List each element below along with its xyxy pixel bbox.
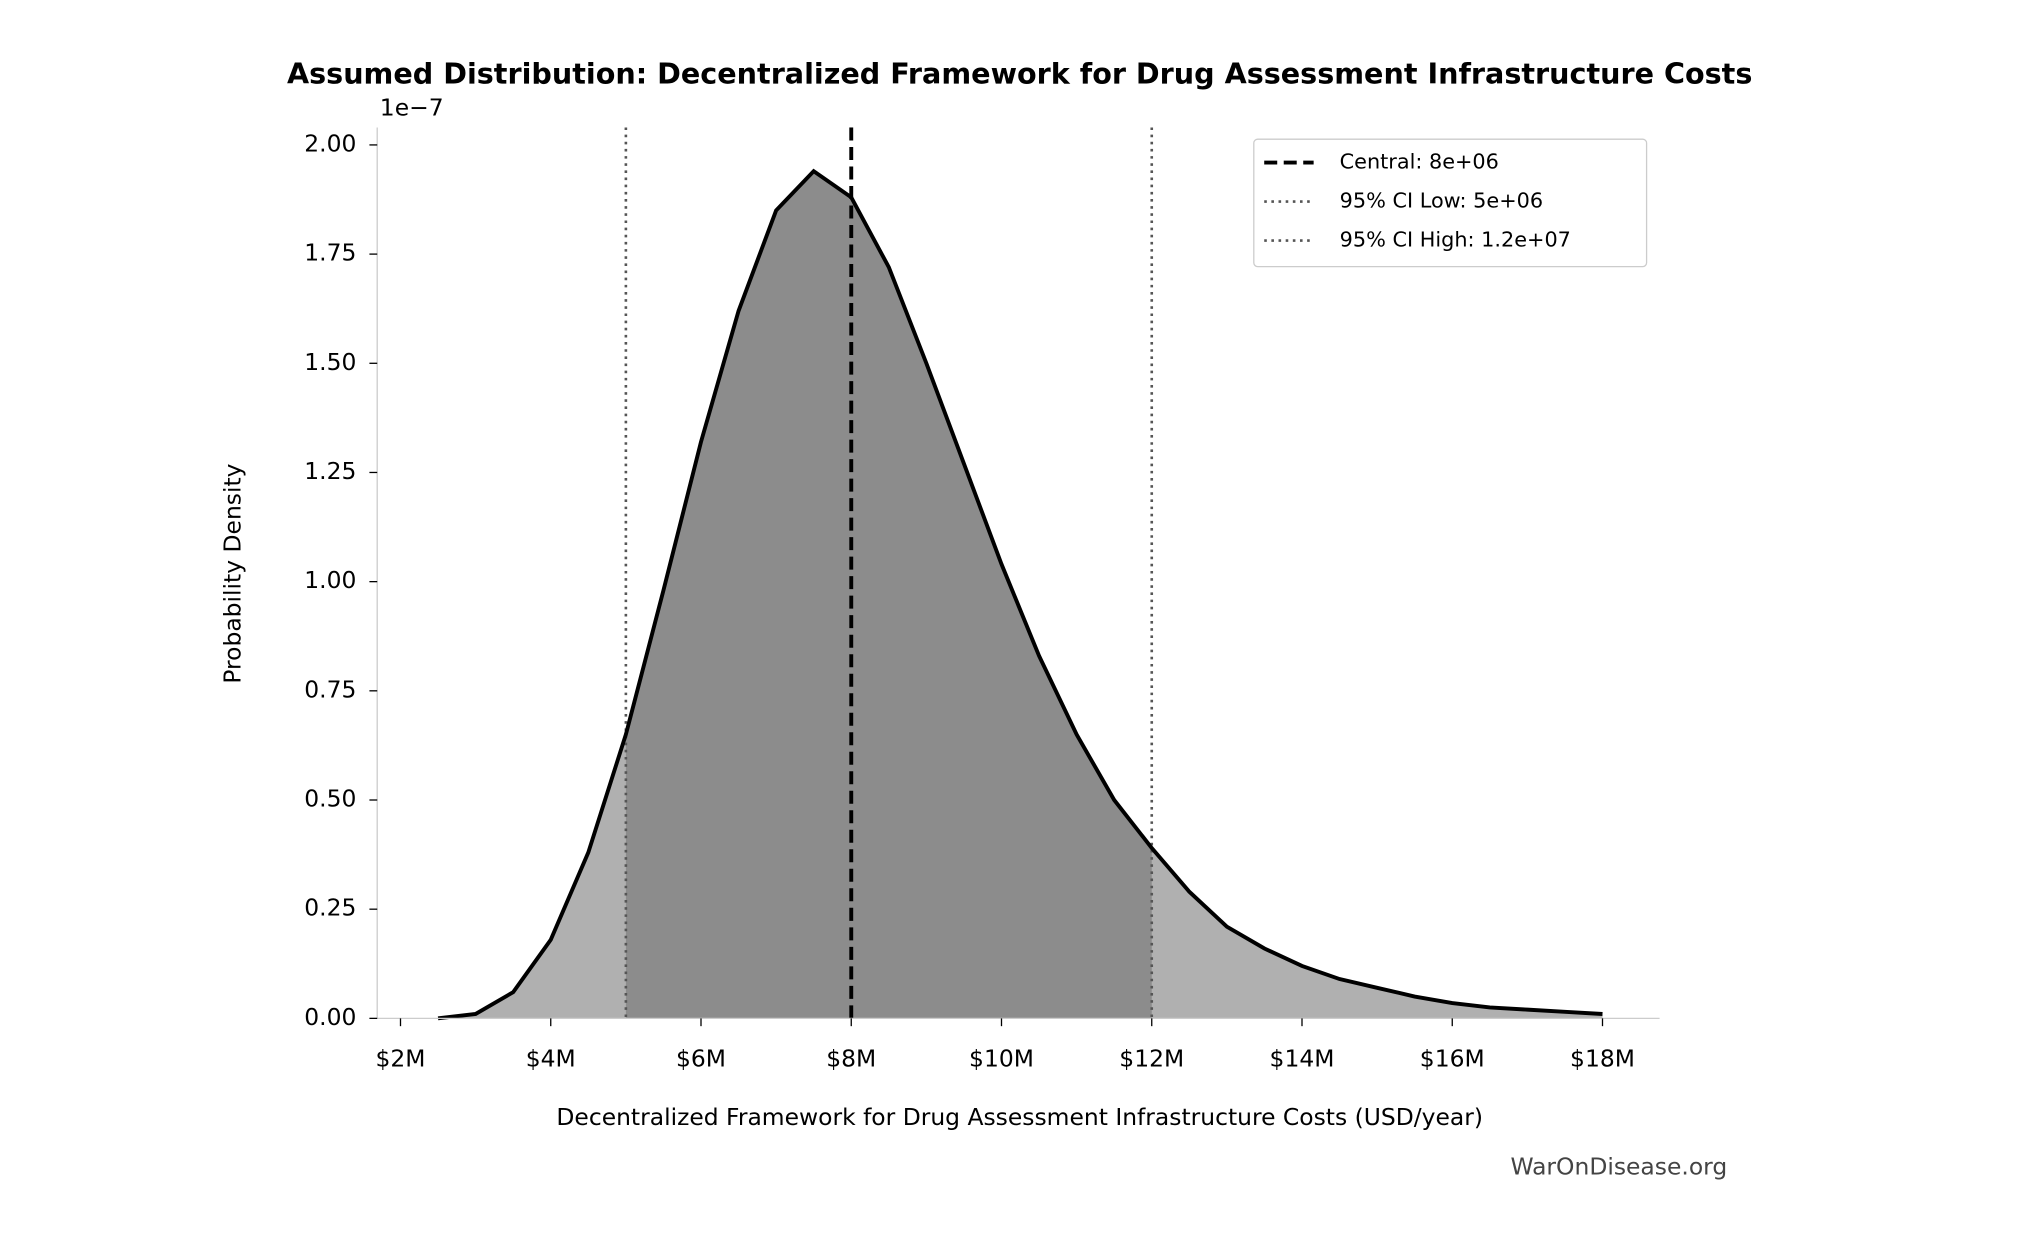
x-tick-label: $12M	[1119, 1044, 1184, 1072]
watermark: WarOnDisease.org	[1510, 1152, 1727, 1180]
y-tick-label: 2.00	[304, 129, 356, 157]
x-tick-label: $8M	[826, 1044, 876, 1072]
x-tick-label: $10M	[969, 1044, 1034, 1072]
x-tick-label: $6M	[676, 1044, 726, 1072]
y-tick-label: 0.75	[304, 675, 356, 703]
legend-label: 95% CI High: 1.2e+07	[1340, 228, 1571, 252]
y-tick-label: 1.50	[304, 348, 356, 376]
legend-label: Central: 8e+06	[1340, 150, 1499, 174]
chart-title: Assumed Distribution: Decentralized Fram…	[287, 56, 1752, 90]
density-curve	[437, 168, 1603, 1021]
y-axis-label: Probability Density	[219, 463, 247, 683]
legend-label: 95% CI Low: 5e+06	[1340, 189, 1543, 213]
x-axis-label: Decentralized Framework for Drug Assessm…	[556, 1103, 1483, 1131]
y-offset-label: 1e−7	[380, 94, 444, 122]
x-tick-label: $4M	[526, 1044, 576, 1072]
y-tick-label: 0.25	[304, 894, 356, 922]
x-tick-label: $14M	[1270, 1044, 1335, 1072]
y-tick-label: 1.25	[304, 457, 356, 485]
y-tick-label: 0.00	[304, 1003, 356, 1031]
x-tick-label: $18M	[1570, 1044, 1635, 1072]
x-tick-label: $2M	[376, 1044, 426, 1072]
ci-area	[625, 171, 1152, 1019]
legend-box	[1253, 138, 1648, 268]
y-tick-label: 1.00	[304, 566, 356, 594]
y-tick-label: 1.75	[304, 239, 356, 267]
x-tick-label: $16M	[1420, 1044, 1485, 1072]
y-tick-label: 0.50	[304, 785, 356, 813]
